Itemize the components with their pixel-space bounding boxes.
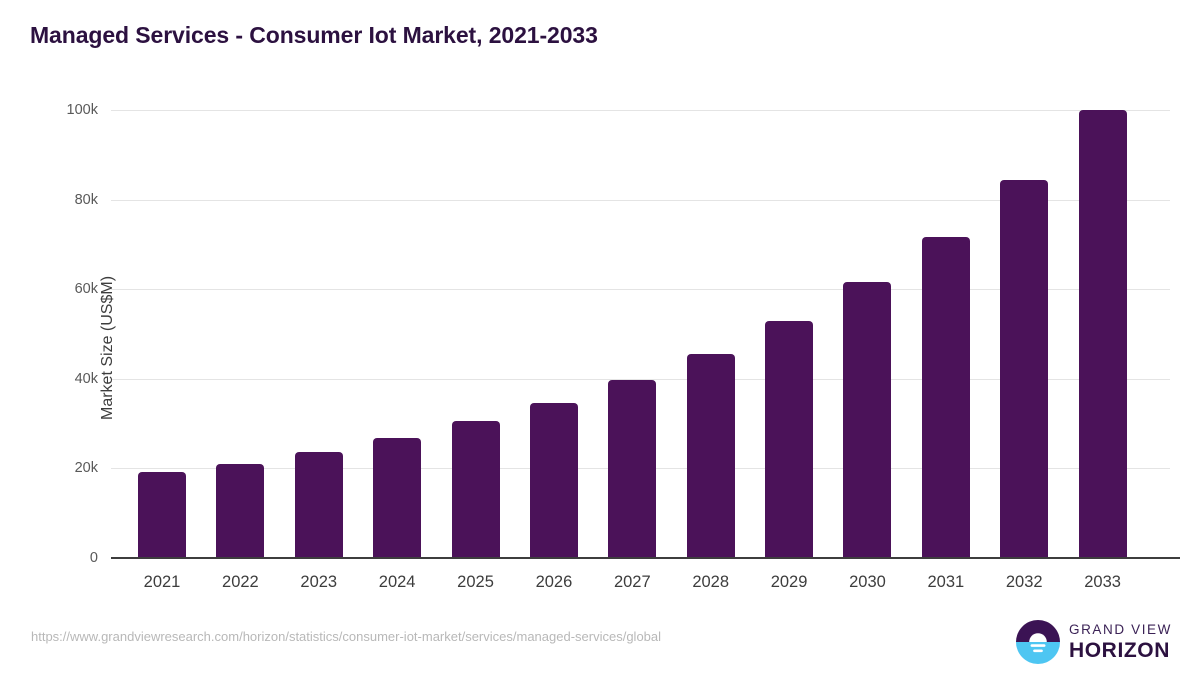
x-tick-label: 2026 xyxy=(535,573,573,591)
gridline xyxy=(111,289,1170,291)
bar[interactable] xyxy=(373,438,422,558)
x-tick-label: 2030 xyxy=(849,573,886,591)
grand-view-horizon-logo-icon xyxy=(1015,620,1060,664)
bar[interactable] xyxy=(1000,180,1049,558)
x-tick-label: 2028 xyxy=(692,573,730,591)
logo-text-horizon: HORIZON xyxy=(1068,638,1171,662)
gridline xyxy=(111,378,1170,380)
x-tick-label: 2022 xyxy=(222,573,259,591)
x-tick-label: 2021 xyxy=(143,573,181,591)
bar[interactable] xyxy=(686,354,735,558)
brand-logo[interactable]: GRAND VIEW HORIZON xyxy=(1015,620,1172,664)
y-tick-label: 20k xyxy=(74,460,98,477)
x-tick-label: 2033 xyxy=(1084,573,1121,591)
bar[interactable] xyxy=(138,472,186,558)
bar[interactable] xyxy=(921,237,970,558)
x-tick-label: 2032 xyxy=(1005,573,1043,591)
x-tick-label: 2027 xyxy=(613,573,651,591)
gridline xyxy=(111,199,1170,201)
x-tick-label: 2024 xyxy=(378,573,416,591)
bar[interactable] xyxy=(608,379,657,558)
y-tick-label: 60k xyxy=(74,281,98,298)
gridline xyxy=(111,110,1170,111)
plot-area: 0 20k 40k 60k 80k 100k Market Size (US$M) 202… xyxy=(67,102,1170,591)
x-tick-label: 2025 xyxy=(457,573,494,591)
logo-wordmark: GRAND VIEW HORIZON xyxy=(1069,623,1172,661)
y-tick-label: 100k xyxy=(66,102,98,118)
page-title: Managed Services - Consumer Iot Market, … xyxy=(30,22,598,48)
y-tick-label: 0 xyxy=(89,550,98,566)
bar[interactable] xyxy=(765,320,814,558)
logo-text-grand-view: GRAND VIEW xyxy=(1068,622,1172,638)
bar[interactable] xyxy=(843,282,892,558)
bar[interactable] xyxy=(529,402,578,558)
source-url-link[interactable]: https://www.grandviewresearch.com/horizo… xyxy=(31,629,662,644)
x-tick-label: 2031 xyxy=(927,573,965,591)
y-tick-label: 40k xyxy=(74,370,98,387)
bar[interactable] xyxy=(1078,110,1127,558)
y-tick-label: 80k xyxy=(74,191,98,208)
y-axis-title: Market Size (US$M) xyxy=(99,275,116,420)
bar[interactable] xyxy=(216,464,265,558)
x-tick-label: 2023 xyxy=(300,573,338,591)
x-axis-line xyxy=(111,557,1180,559)
x-tick-label: 2029 xyxy=(770,573,808,591)
bar[interactable] xyxy=(294,451,343,558)
bar[interactable] xyxy=(451,421,500,558)
